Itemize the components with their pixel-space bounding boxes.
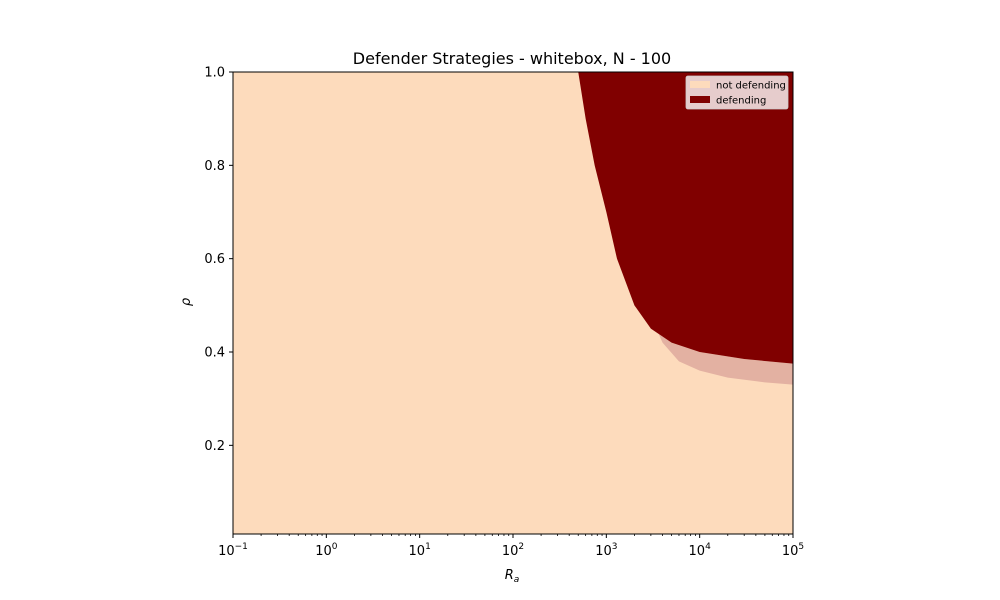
legend-swatch-defending <box>690 96 710 103</box>
x-tick-label: 101 <box>409 542 431 559</box>
y-tick-label: 0.8 <box>204 159 225 174</box>
region-defending <box>578 72 793 364</box>
y-axis-label: ρ <box>179 297 194 306</box>
x-tick-label: 105 <box>782 542 804 559</box>
x-axis-label-sub: a <box>514 575 520 585</box>
x-tick-label: 10−1 <box>218 542 248 559</box>
legend-swatch-not-defending <box>690 81 710 88</box>
x-axis-label-base: R <box>505 568 514 583</box>
region-transition <box>648 310 793 385</box>
legend: not defending defending <box>685 75 789 110</box>
y-tick-label: 0.6 <box>204 252 225 267</box>
plot-area <box>233 72 793 534</box>
x-tick-label: 103 <box>595 542 617 559</box>
x-axis-label: Ra <box>505 568 520 585</box>
legend-box <box>685 75 789 110</box>
x-tick-label: 102 <box>502 542 524 559</box>
y-tick-label: 1.0 <box>204 66 225 81</box>
legend-label-not-defending: not defending <box>716 81 786 92</box>
y-tick-label: 0.2 <box>204 439 225 454</box>
x-tick-label: 100 <box>315 542 338 559</box>
axes: 10−1 100 101 102 103 104 105 0.2 0.4 0.6 0.8 1.0 <box>204 66 804 560</box>
legend-label-defending: defending <box>716 96 766 107</box>
chart-title: Defender Strategies - whitebox, N - 100 <box>353 49 671 68</box>
y-tick-label: 0.4 <box>204 346 225 361</box>
x-tick-label: 104 <box>689 542 712 559</box>
